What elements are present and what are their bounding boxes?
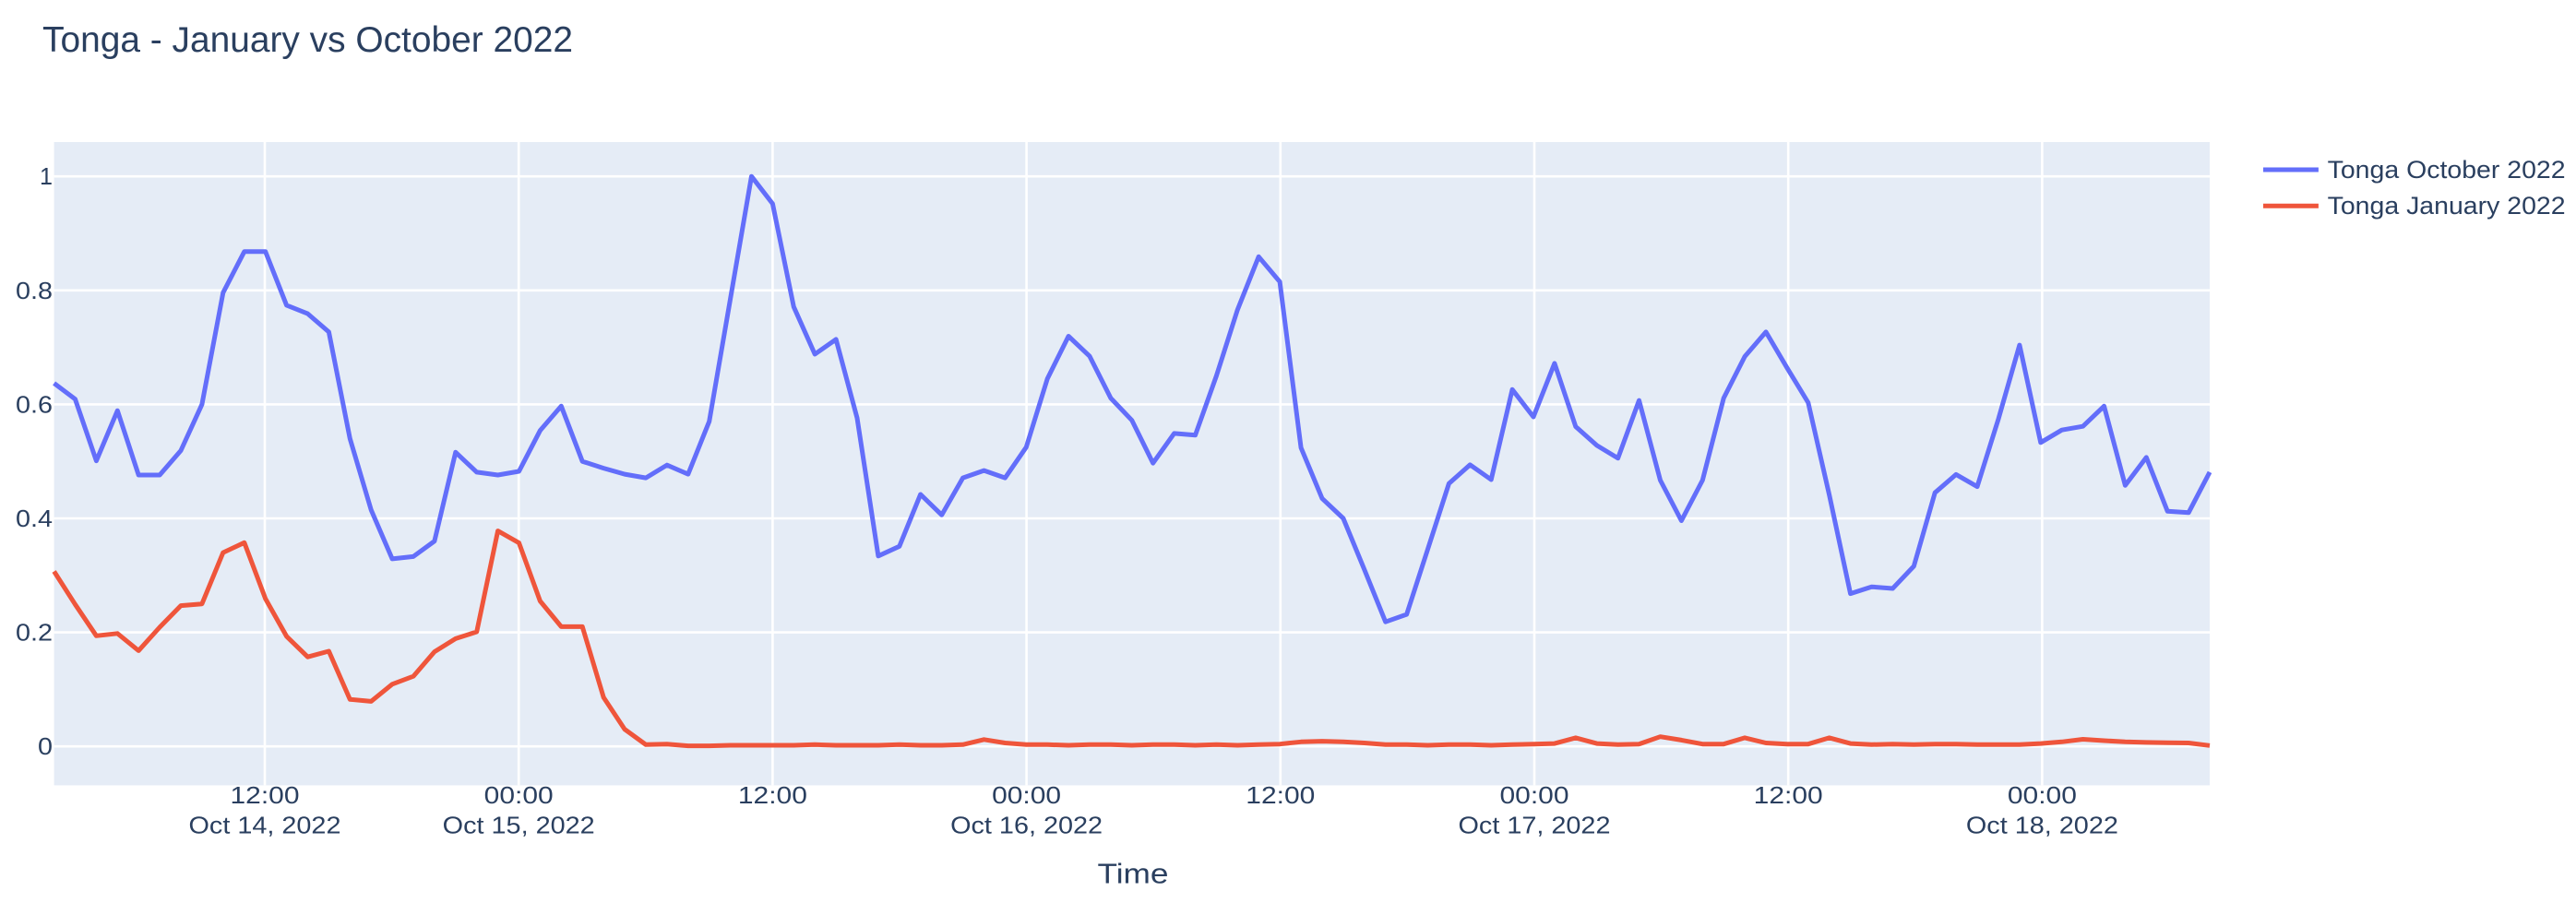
svg-text:Oct 16, 2022: Oct 16, 2022 (950, 812, 1103, 839)
svg-text:0: 0 (38, 732, 53, 760)
svg-text:Oct 17, 2022: Oct 17, 2022 (1459, 812, 1611, 839)
svg-text:1: 1 (40, 162, 53, 190)
svg-text:Tonga January 2022: Tonga January 2022 (2328, 192, 2566, 220)
svg-text:0.8: 0.8 (16, 277, 53, 304)
svg-text:Time: Time (1098, 858, 1169, 890)
svg-text:12:00: 12:00 (231, 781, 300, 809)
svg-text:12:00: 12:00 (1246, 781, 1315, 809)
svg-text:Tonga - January vs October 202: Tonga - January vs October 2022 (42, 20, 573, 60)
svg-text:Oct 18, 2022: Oct 18, 2022 (1966, 812, 2118, 839)
svg-text:Oct 14, 2022: Oct 14, 2022 (189, 812, 341, 839)
svg-text:Oct 15, 2022: Oct 15, 2022 (443, 812, 595, 839)
svg-text:12:00: 12:00 (1754, 781, 1823, 809)
svg-text:0.6: 0.6 (16, 390, 53, 418)
svg-text:12:00: 12:00 (738, 781, 807, 809)
svg-text:Tonga October 2022: Tonga October 2022 (2328, 156, 2566, 184)
svg-text:00:00: 00:00 (992, 781, 1061, 809)
svg-text:0.2: 0.2 (16, 619, 53, 647)
svg-text:00:00: 00:00 (484, 781, 554, 809)
svg-text:00:00: 00:00 (1500, 781, 1569, 809)
svg-text:00:00: 00:00 (2008, 781, 2077, 809)
svg-text:0.4: 0.4 (16, 505, 53, 532)
